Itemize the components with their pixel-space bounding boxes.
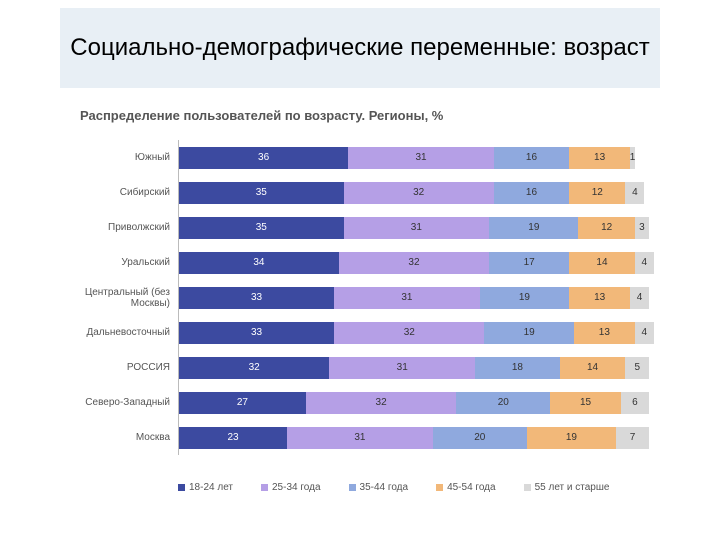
bar: 353216124 bbox=[179, 182, 649, 204]
bar-segment: 32 bbox=[306, 392, 456, 414]
bar-segment: 23 bbox=[179, 427, 287, 449]
bar-segment: 16 bbox=[494, 182, 569, 204]
chart-row: Северо-Западный273220156 bbox=[60, 385, 660, 420]
legend-swatch bbox=[524, 484, 531, 491]
bar: 353119123 bbox=[179, 217, 649, 239]
title-block: Социально-демографические переменные: во… bbox=[60, 8, 660, 88]
chart-row: Центральный (без Москвы)333119134 bbox=[60, 280, 660, 315]
chart-row: Дальневосточный333219134 bbox=[60, 315, 660, 350]
bar-segment: 33 bbox=[179, 287, 334, 309]
chart-row: Уральский343217144 bbox=[60, 245, 660, 280]
bar-segment: 1 bbox=[630, 147, 635, 169]
bar-segment: 7 bbox=[616, 427, 649, 449]
bar-segment: 35 bbox=[179, 217, 344, 239]
legend-item: 18-24 лет bbox=[178, 482, 233, 493]
bar-segment: 13 bbox=[569, 287, 630, 309]
legend: 18-24 лет 25-34 года 35-44 года 45-54 года 5… bbox=[178, 482, 609, 493]
bar-segment: 31 bbox=[329, 357, 475, 379]
row-label: Сибирский bbox=[60, 187, 178, 198]
bar-segment: 6 bbox=[621, 392, 649, 414]
bar: 333119134 bbox=[179, 287, 649, 309]
legend-item: 55 лет и старше bbox=[524, 482, 610, 493]
bar-segment: 12 bbox=[569, 182, 625, 204]
row-label: Уральский bbox=[60, 257, 178, 268]
bar-segment: 36 bbox=[179, 147, 348, 169]
bar: 233120197 bbox=[179, 427, 649, 449]
bar-segment: 4 bbox=[635, 252, 654, 274]
row-label: Южный bbox=[60, 152, 178, 163]
bar-segment: 31 bbox=[334, 287, 480, 309]
bar-segment: 4 bbox=[630, 287, 649, 309]
legend-label: 45-54 года bbox=[447, 482, 496, 493]
legend-label: 25-34 года bbox=[272, 482, 321, 493]
bar-segment: 32 bbox=[339, 252, 489, 274]
bar-segment: 19 bbox=[484, 322, 573, 344]
bar-segment: 34 bbox=[179, 252, 339, 274]
bar: 273220156 bbox=[179, 392, 649, 414]
row-label: Москва bbox=[60, 432, 178, 443]
chart-row: Москва233120197 bbox=[60, 420, 660, 455]
bar-segment: 27 bbox=[179, 392, 306, 414]
bar-segment: 3 bbox=[635, 217, 649, 239]
row-label: Центральный (без Москвы) bbox=[60, 287, 178, 309]
bar-segment: 32 bbox=[344, 182, 494, 204]
bar-segment: 31 bbox=[344, 217, 490, 239]
bar-segment: 12 bbox=[578, 217, 634, 239]
legend-item: 35-44 года bbox=[349, 482, 409, 493]
row-label: Дальневосточный bbox=[60, 327, 178, 338]
bar-segment: 31 bbox=[287, 427, 433, 449]
bar-segment: 13 bbox=[574, 322, 635, 344]
legend-label: 55 лет и старше bbox=[535, 482, 610, 493]
bar-segment: 31 bbox=[348, 147, 494, 169]
legend-label: 35-44 года bbox=[360, 482, 409, 493]
bar-segment: 35 bbox=[179, 182, 344, 204]
chart-row: РОССИЯ323118145 bbox=[60, 350, 660, 385]
legend-swatch bbox=[349, 484, 356, 491]
bar-segment: 13 bbox=[569, 147, 630, 169]
legend-item: 25-34 года bbox=[261, 482, 321, 493]
legend-label: 18-24 лет bbox=[189, 482, 233, 493]
chart-row: Приволжский353119123 bbox=[60, 210, 660, 245]
legend-item: 45-54 года bbox=[436, 482, 496, 493]
bar-segment: 14 bbox=[560, 357, 626, 379]
chart-row: Южный363116131 bbox=[60, 140, 660, 175]
legend-swatch bbox=[436, 484, 443, 491]
legend-swatch bbox=[178, 484, 185, 491]
row-label: Северо-Западный bbox=[60, 397, 178, 408]
bar: 323118145 bbox=[179, 357, 649, 379]
bar: 363116131 bbox=[179, 147, 649, 169]
bar: 333219134 bbox=[179, 322, 649, 344]
bar-segment: 32 bbox=[334, 322, 484, 344]
bar-segment: 17 bbox=[489, 252, 569, 274]
bar-segment: 19 bbox=[489, 217, 578, 239]
bar: 343217144 bbox=[179, 252, 649, 274]
bar-segment: 20 bbox=[433, 427, 527, 449]
bar-segment: 32 bbox=[179, 357, 329, 379]
bar-segment: 19 bbox=[480, 287, 569, 309]
bar-segment: 4 bbox=[635, 322, 654, 344]
bar-segment: 5 bbox=[625, 357, 649, 379]
chart-title: Распределение пользователей по возрасту.… bbox=[80, 108, 443, 123]
slide: Социально-демографические переменные: во… bbox=[0, 0, 720, 540]
legend-swatch bbox=[261, 484, 268, 491]
bar-segment: 4 bbox=[625, 182, 644, 204]
chart-row: Сибирский353216124 bbox=[60, 175, 660, 210]
bar-segment: 15 bbox=[550, 392, 621, 414]
bar-segment: 19 bbox=[527, 427, 616, 449]
bar-segment: 20 bbox=[456, 392, 550, 414]
row-label: Приволжский bbox=[60, 222, 178, 233]
bar-segment: 18 bbox=[475, 357, 560, 379]
bar-segment: 16 bbox=[494, 147, 569, 169]
stacked-bar-chart: Южный363116131Сибирский353216124Приволжс… bbox=[60, 140, 660, 455]
bar-segment: 14 bbox=[569, 252, 635, 274]
bar-segment: 33 bbox=[179, 322, 334, 344]
slide-title: Социально-демографические переменные: во… bbox=[70, 34, 649, 63]
row-label: РОССИЯ bbox=[60, 362, 178, 373]
